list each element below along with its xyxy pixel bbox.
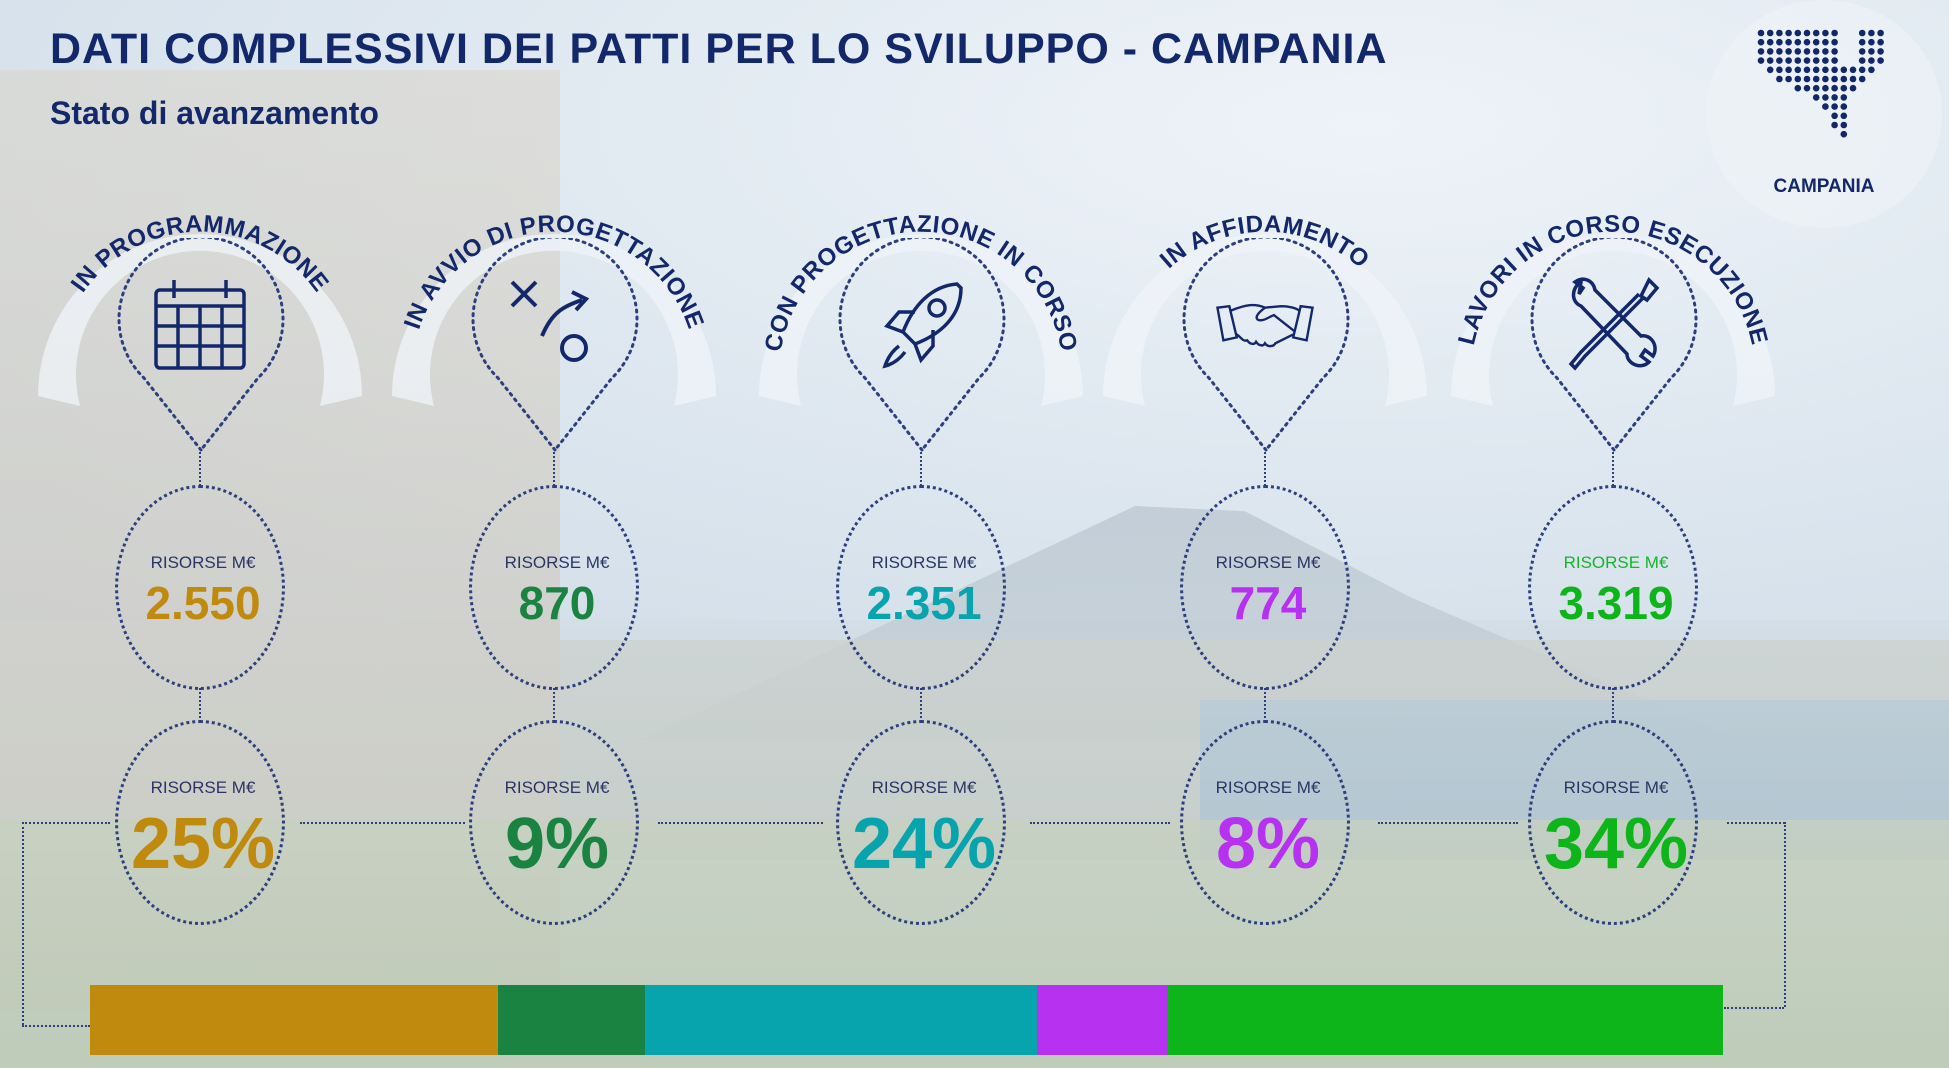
resources-value: 870 [518,577,596,629]
connector-line [1264,688,1266,722]
percent-value: 34% [1543,804,1689,884]
page-title: DATI COMPLESSIVI DEI PATTI PER LO SVILUP… [50,25,1388,73]
stage-1: IN PROGRAMMAZIONE RISORSE M€ 2.550 RISORS… [30,160,370,940]
rocket-icon [869,272,973,376]
campania-map-icon [1757,29,1884,138]
connector-line [199,452,201,486]
stage-arc: IN PROGRAMMAZIONE [38,210,362,406]
stage-4: IN AFFIDAMENTO RISORSE M€ 774 RISORSE M€ … [1095,160,1435,940]
bar-segment [1037,985,1168,1055]
percent-caption: RISORSE M€ [871,778,977,797]
resources-value: 774 [1229,577,1307,629]
percent-caption: RISORSE M€ [1215,778,1321,797]
connector-line [658,822,823,824]
connector-line [22,822,24,1025]
percent-caption: RISORSE M€ [504,778,610,797]
stage-arc: IN AVVIO DI PROGETTAZIONE [392,210,716,406]
resources-value: 3.319 [1558,577,1674,629]
page-subtitle: Stato di avanzamento [50,95,379,131]
percent-circle: RISORSE M€ 24% [836,720,1006,925]
location-pin-shape [471,238,639,453]
resources-label: RISORSE M€ [1563,553,1669,572]
connector-line [1378,822,1518,824]
stage-3: CON PROGETTAZIONE IN CORSO RISORSE M€ 2.… [751,160,1091,940]
connector-line [553,688,555,722]
resources-value: 2.351 [866,577,982,629]
percent-circle: RISORSE M€ 8% [1180,720,1350,925]
connector-line [1264,452,1266,486]
resources-circle: RISORSE M€ 774 [1180,485,1350,690]
resources-label: RISORSE M€ [150,553,256,572]
connector-line [1612,688,1614,722]
location-pin-shape [1182,238,1350,453]
percent-circle: RISORSE M€ 34% [1528,720,1698,925]
strategy-icon [502,272,606,376]
stage-2: IN AVVIO DI PROGETTAZIONE RISORSE M€ 870… [384,160,724,940]
location-pin-shape [838,238,1006,453]
calendar-icon [148,272,252,376]
location-pin-shape [117,238,285,453]
resources-circle: RISORSE M€ 3.319 [1528,485,1698,690]
connector-line [920,688,922,722]
resources-label: RISORSE M€ [871,553,977,572]
connector-line [1612,452,1614,486]
handshake-icon [1213,272,1317,376]
percent-value: 8% [1215,804,1321,884]
percent-circle: RISORSE M€ 9% [469,720,639,925]
resources-circle: RISORSE M€ 2.550 [115,485,285,690]
connector-line [1784,822,1786,1007]
connector-line [920,452,922,486]
logo-label: CAMPANIA [1773,176,1875,197]
resources-circle: RISORSE M€ 2.351 [836,485,1006,690]
connector-line [1724,1007,1784,1009]
resources-circle: RISORSE M€ 870 [469,485,639,690]
stage-5: LAVORI IN CORSO ESECUZIONE RISORSE M€ 3.… [1443,160,1783,940]
percent-value: 24% [851,804,997,884]
connector-line [22,1025,90,1027]
percent-caption: RISORSE M€ [1563,778,1669,797]
resources-label: RISORSE M€ [504,553,610,572]
bar-segment [498,985,645,1055]
resources-value: 2.550 [145,577,261,629]
percent-caption: RISORSE M€ [150,778,256,797]
campania-logo: CAMPANIA [1706,0,1942,228]
percent-value: 9% [504,804,610,884]
stage-arc: CON PROGETTAZIONE IN CORSO [759,211,1083,406]
tools-icon [1561,272,1665,376]
stage-arc: LAVORI IN CORSO ESECUZIONE [1451,211,1775,406]
connector-line [22,822,110,824]
bar-segment [645,985,1037,1055]
connector-line [1030,822,1170,824]
bar-segment [90,985,498,1055]
connector-line [300,822,465,824]
location-pin-shape [1530,238,1698,453]
stage-arc: IN AFFIDAMENTO [1103,211,1427,406]
resources-label: RISORSE M€ [1215,553,1321,572]
connector-line [553,452,555,486]
percent-circle: RISORSE M€ 25% [115,720,285,925]
percent-value: 25% [130,804,276,884]
connector-line [199,688,201,722]
connector-line [1727,822,1785,824]
bar-segment [1168,985,1723,1055]
